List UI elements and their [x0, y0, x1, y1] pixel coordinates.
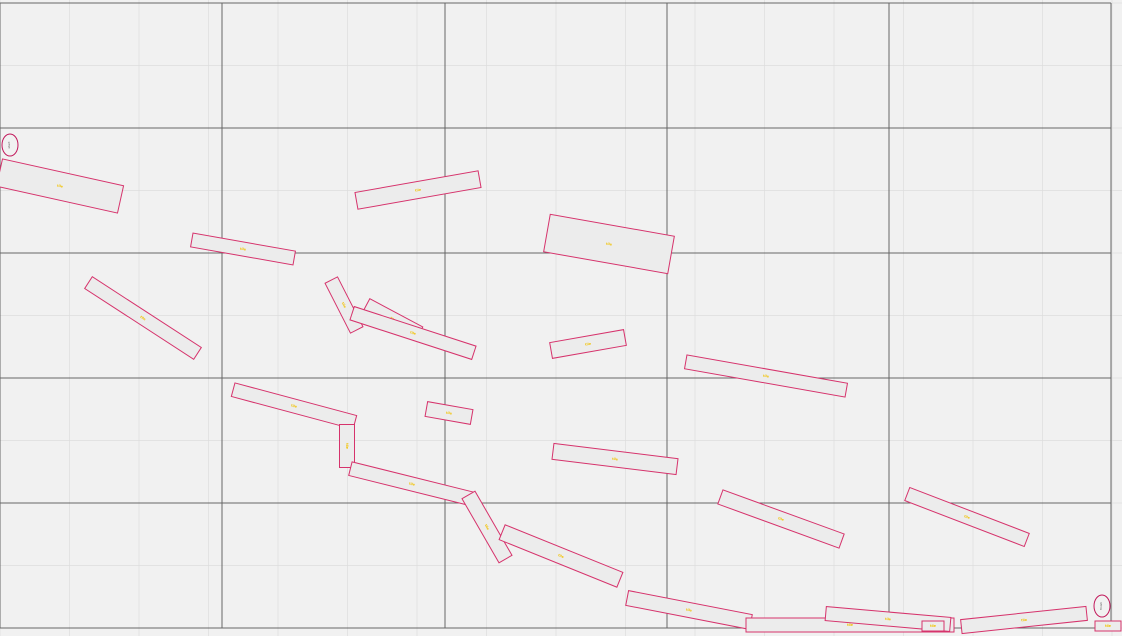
tile-label: tile	[930, 624, 936, 628]
tile-rect	[824, 606, 952, 632]
tile-11[interactable]: tile	[230, 382, 358, 430]
tile-9[interactable]: tile	[549, 329, 627, 359]
tile-label: tile	[291, 403, 298, 408]
tile-8[interactable]: tile	[349, 305, 477, 361]
tile-10[interactable]: tile	[683, 354, 849, 398]
tile-rect	[461, 490, 513, 564]
marker-ellipse	[1093, 594, 1111, 618]
tile-rect	[551, 442, 679, 476]
tile-label: tile	[606, 242, 612, 247]
tile-label: tile	[557, 553, 564, 559]
tile-22[interactable]: tile	[824, 606, 952, 632]
tile-5[interactable]: tile	[83, 276, 203, 360]
markers-layer: start finish	[1, 133, 1111, 618]
tile-18[interactable]: tile	[717, 489, 845, 549]
tile-16[interactable]: tile	[461, 490, 513, 564]
tile-label: tile	[612, 457, 618, 462]
tile-4[interactable]: tile	[543, 213, 675, 275]
tile-rect	[1094, 620, 1122, 632]
tile-13[interactable]: tile	[424, 401, 474, 425]
tile-label: tile	[410, 330, 417, 336]
tile-19[interactable]: tile	[904, 486, 1030, 548]
tile-label: tile	[345, 443, 349, 449]
tile-label: tile	[139, 315, 146, 322]
tile-rect	[683, 354, 849, 398]
tile-24[interactable]: tile	[960, 605, 1088, 635]
tile-label: tile	[686, 608, 693, 613]
marker-label: start	[7, 141, 11, 149]
tile-6[interactable]: tile	[324, 276, 364, 334]
tile-rect	[960, 605, 1088, 635]
tile-label: tile	[585, 342, 591, 347]
tiles-layer: tile tile tile tile tile tile tile tile tile tile…	[0, 158, 1122, 635]
tile-rect	[424, 401, 474, 425]
tile-2[interactable]: tile	[354, 170, 482, 210]
tile-20[interactable]: tile	[625, 590, 753, 630]
tile-rect	[83, 276, 203, 360]
tile-rect	[921, 620, 945, 632]
tile-14[interactable]: tile	[551, 442, 679, 476]
tile-label: tile	[778, 516, 785, 522]
tile-rect	[717, 489, 845, 549]
start-marker[interactable]: start	[1, 133, 19, 157]
tile-rect	[904, 486, 1030, 548]
tile-label: tile	[885, 617, 891, 621]
tile-label: tile	[847, 623, 853, 627]
tile-label: tile	[964, 514, 971, 520]
tile-25[interactable]: tile	[1094, 620, 1122, 632]
tile-23[interactable]: tile	[921, 620, 945, 632]
tile-rect	[498, 524, 624, 588]
tile-label: tile	[415, 188, 421, 193]
tile-rect	[543, 213, 675, 275]
tile-12[interactable]: tile	[339, 424, 355, 468]
tile-label: tile	[1105, 624, 1111, 628]
tile-label: tile	[409, 481, 416, 486]
marker-label: finish	[1099, 602, 1103, 610]
tile-rect	[230, 382, 358, 430]
tile-15[interactable]: tile	[348, 461, 476, 507]
tile-rect	[189, 232, 297, 266]
tile-17[interactable]: tile	[498, 524, 624, 588]
tile-rect	[349, 305, 477, 361]
tile-label: tile	[446, 411, 452, 416]
tile-label: tile	[484, 524, 490, 531]
tile-1[interactable]: tile	[0, 158, 125, 214]
tile-label: tile	[763, 374, 769, 379]
tile-label: tile	[240, 247, 246, 252]
tile-rect	[354, 170, 482, 210]
tile-label: tile	[1021, 618, 1027, 623]
end-marker[interactable]: finish	[1093, 594, 1111, 618]
tile-label: tile	[57, 184, 64, 189]
tile-rect	[339, 424, 355, 468]
tile-label: tile	[341, 302, 347, 309]
tile-3[interactable]: tile	[189, 232, 297, 266]
tile-rect	[0, 158, 125, 214]
tile-rect	[549, 329, 627, 359]
marker-ellipse	[1, 133, 19, 157]
